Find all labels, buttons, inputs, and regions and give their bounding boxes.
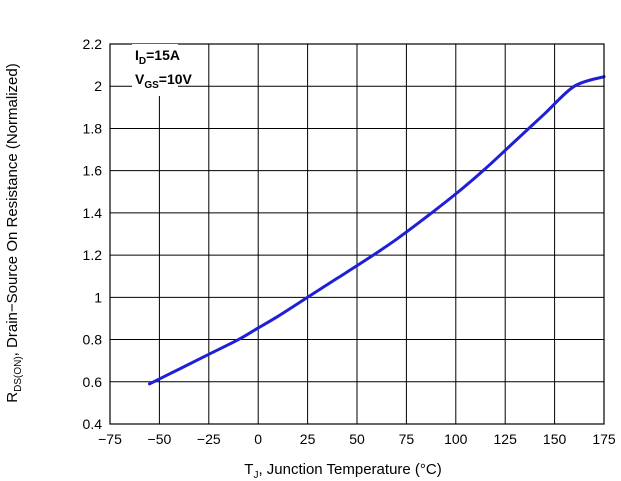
x-tick-label: 100 — [444, 431, 468, 447]
y-tick-labels: 0.4 0.6 0.8 1 1.2 1.4 1.6 1.8 2 2.2 — [83, 36, 103, 432]
x-tick-labels: −75 −50 −25 0 25 50 75 100 125 150 175 — [98, 431, 616, 447]
y-axis-title: RDS(ON), Drain−Source On Resistance (Nor… — [4, 63, 24, 402]
x-tick-label: 25 — [300, 431, 316, 447]
x-tick-label: −75 — [98, 431, 122, 447]
series-line — [148, 75, 606, 386]
series-layer — [148, 75, 606, 386]
y-tick-label: 0.8 — [83, 332, 103, 348]
plot-frame — [109, 43, 605, 425]
y-tick-label: 1.8 — [83, 120, 103, 136]
x-axis-title: TJ, Junction Temperature (°C) — [244, 461, 441, 481]
y-tick-label: 1 — [94, 289, 102, 305]
x-tick-label: 150 — [543, 431, 567, 447]
y-tick-label: 1.6 — [83, 163, 103, 179]
x-tick-label: 175 — [592, 431, 616, 447]
annotation-gate-voltage: VGS=10V — [135, 71, 193, 91]
annotation-drain-current: ID=15A — [135, 47, 180, 67]
x-tick-label: 125 — [494, 431, 518, 447]
x-tick-label: 50 — [349, 431, 365, 447]
x-tick-label: −25 — [197, 431, 221, 447]
y-tick-label: 1.4 — [83, 205, 103, 221]
y-tick-label: 1.2 — [83, 247, 103, 263]
x-tick-label: 0 — [254, 431, 262, 447]
x-tick-label: 75 — [399, 431, 415, 447]
y-tick-label: 0.6 — [83, 374, 103, 390]
y-tick-label: 2 — [94, 78, 102, 94]
y-tick-label: 0.4 — [83, 416, 103, 432]
x-tick-label: −50 — [148, 431, 172, 447]
annotation-box — [132, 44, 178, 96]
y-tick-label: 2.2 — [83, 36, 103, 52]
